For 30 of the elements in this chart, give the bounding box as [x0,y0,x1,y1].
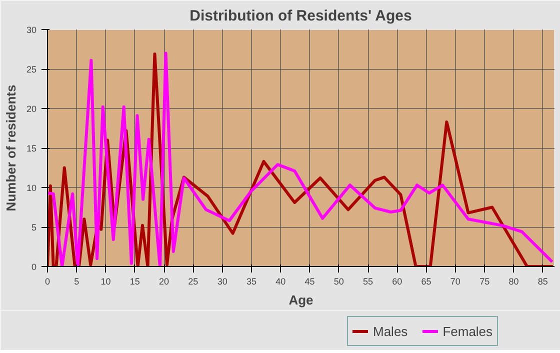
x-tick-label: 55 [363,276,374,286]
chart-title: Distribution of Residents' Ages [190,8,412,24]
x-axis-title: Age [288,292,314,308]
y-tick-label: 25 [26,64,37,74]
y-tick-label: 5 [31,222,37,232]
x-tick-label: 45 [304,276,315,286]
x-tick-label: 65 [421,276,432,286]
y-tick-label: 0 [31,262,37,272]
y-axis-title: Number of residents [3,84,18,212]
x-tick-label: 35 [246,276,256,286]
x-tick-label: 70 [450,276,460,286]
legend-label: Males [373,324,408,338]
legend-label: Females [442,324,493,338]
x-tick-label: 60 [392,276,402,286]
x-tick-label: 50 [334,276,344,286]
x-tick-label: 10 [100,276,111,286]
y-tick-label: 10 [26,183,37,193]
x-tick-label: 15 [130,276,140,286]
x-tick-label: 30 [217,276,228,286]
x-tick-label: 20 [159,276,170,286]
x-tick-label: 25 [188,276,198,286]
x-tick-label: 85 [538,276,548,286]
x-tick-label: 40 [276,276,286,286]
y-tick-label: 15 [26,144,37,154]
x-tick-label: 80 [508,276,519,286]
y-tick-label: 30 [26,25,37,35]
x-tick-label: 5 [74,276,80,286]
x-tick-label: 0 [44,276,50,286]
x-tick-label: 75 [480,276,490,286]
y-tick-label: 20 [26,104,37,114]
